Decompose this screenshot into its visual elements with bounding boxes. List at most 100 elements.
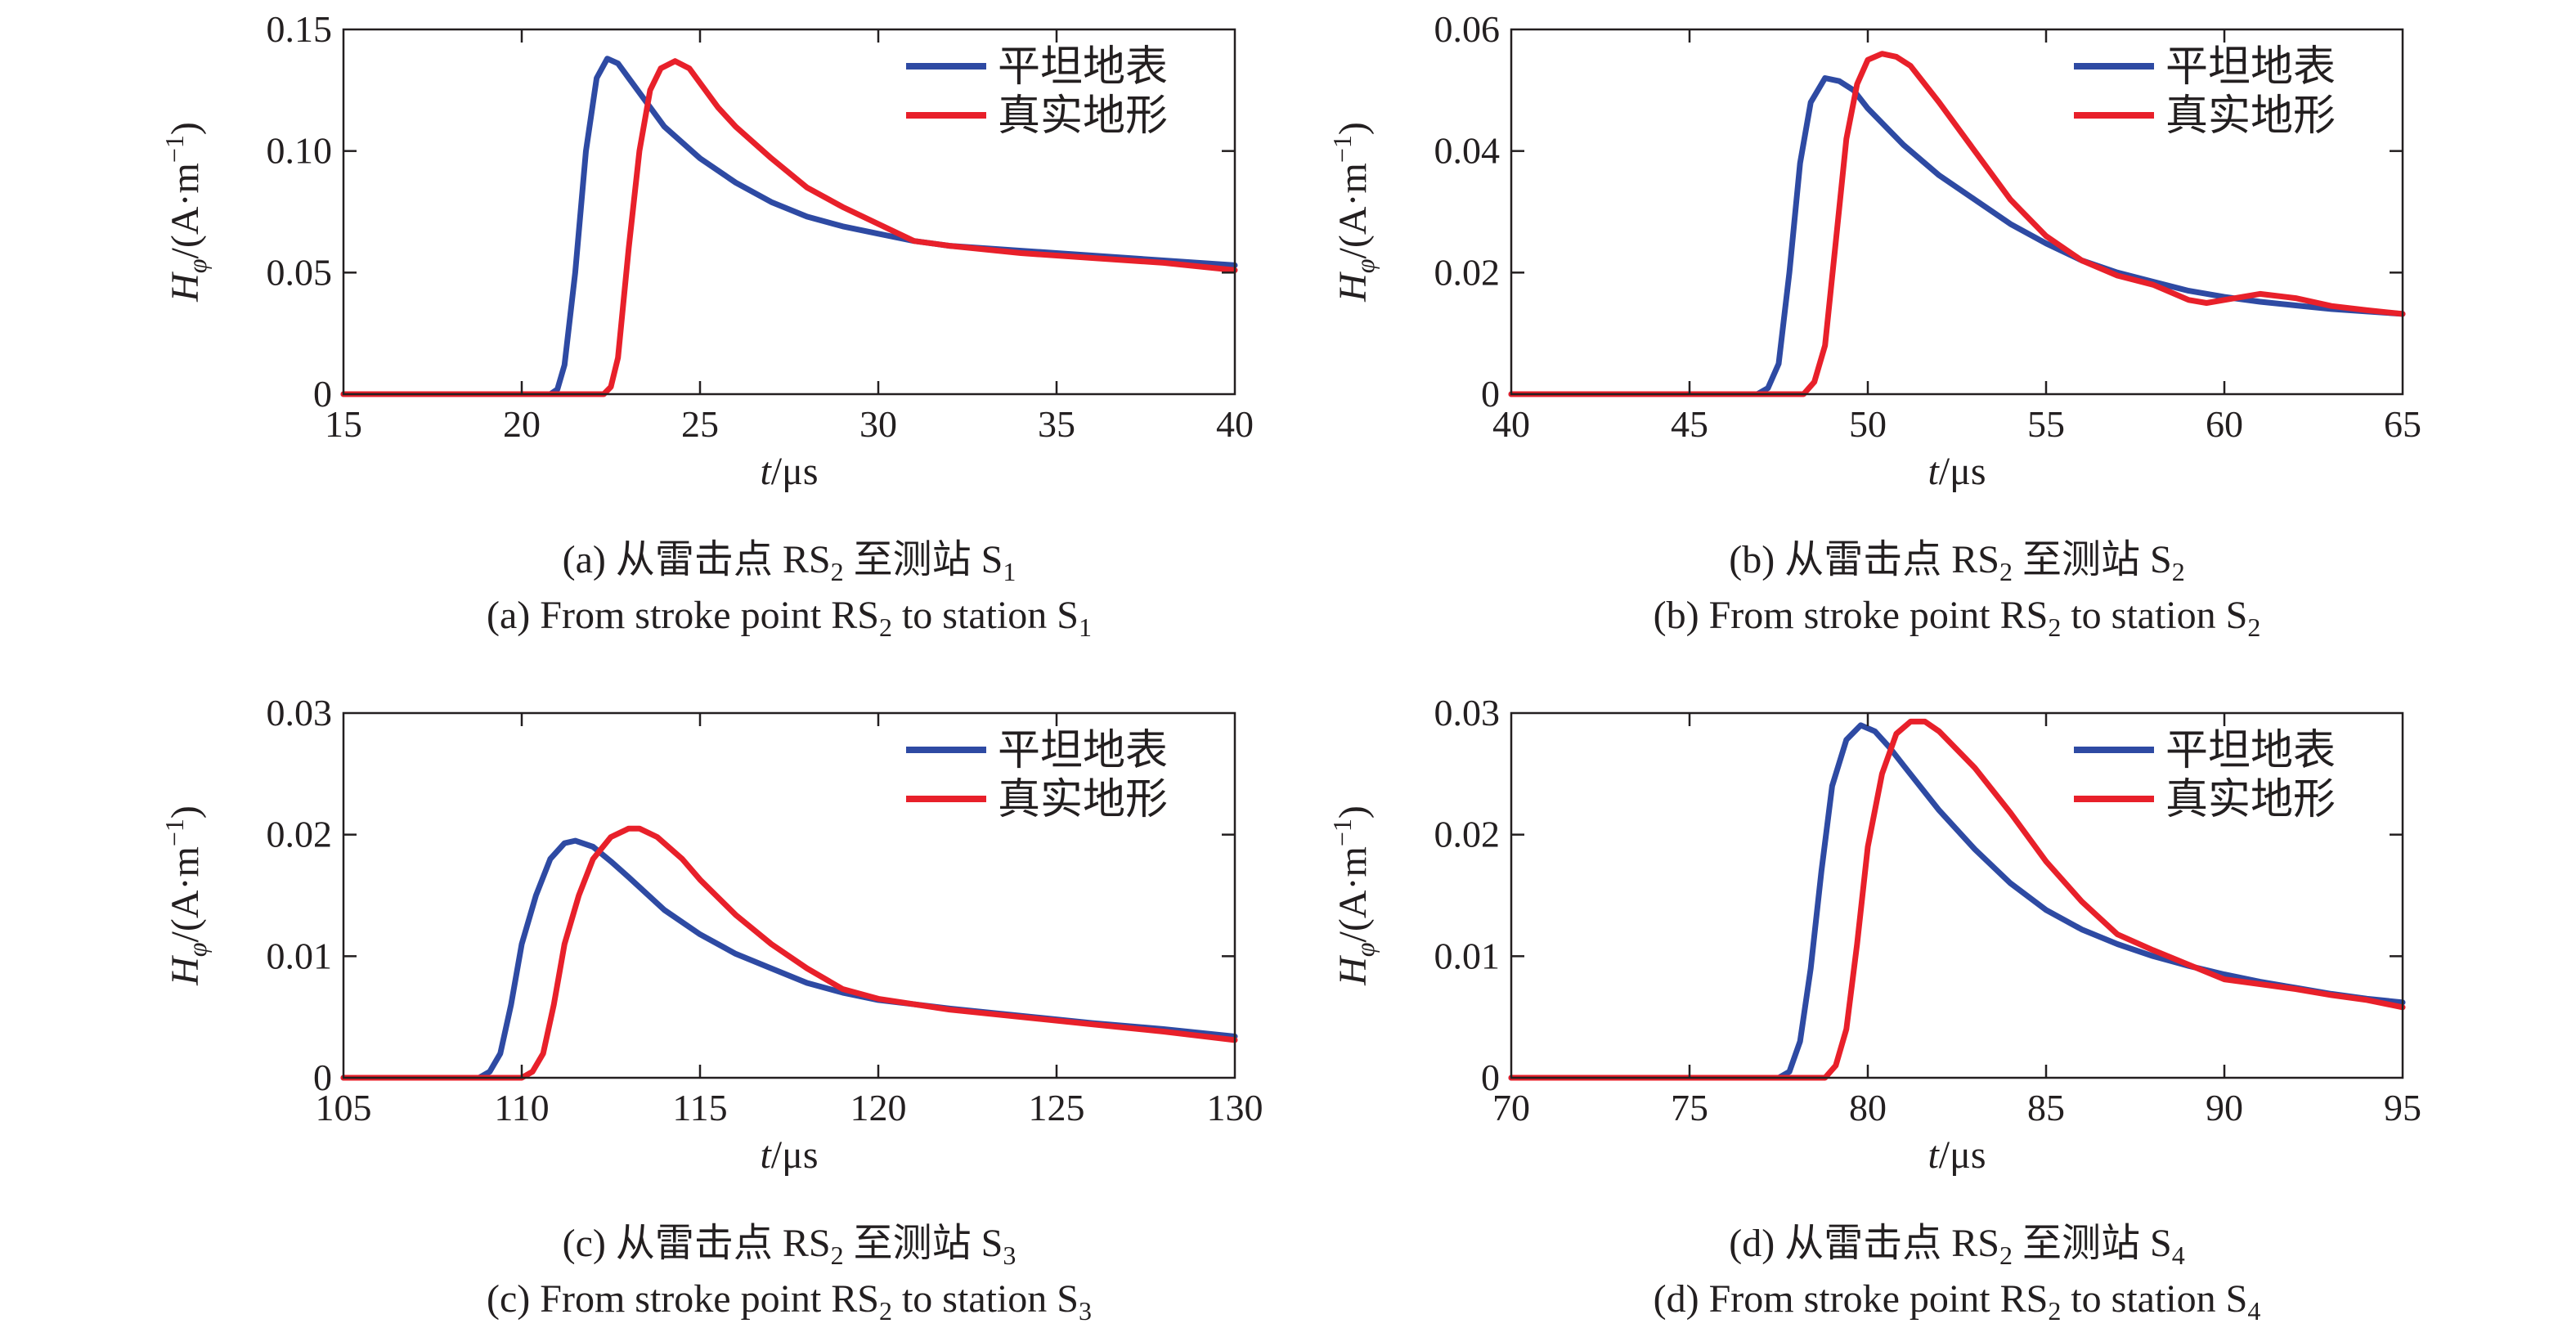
x-tick-label: 50 [1849,403,1887,445]
caption-en: (d) From stroke point RS2 to station S4 [1654,1277,2261,1326]
legend-label-terrain: 真实地形 [2165,775,2336,824]
x-tick-label: 65 [2384,403,2421,445]
y-axis-unit: /(A·m [164,846,207,942]
y-axis-exponent: −1 [1327,135,1357,163]
x-axis-label: t/μs [760,450,818,493]
x-tick-label: 80 [1849,1087,1887,1128]
y-tick-label: 0 [313,373,332,415]
y-tick-label: 0.03 [1434,692,1501,734]
y-axis-exponent: −1 [159,135,189,163]
y-axis-unit: /(A·m [1331,846,1375,942]
y-axis-symbol: H [164,271,207,303]
x-tick-label: 110 [494,1087,549,1128]
y-tick-label: 0.02 [267,814,333,855]
x-axis-symbol: t [760,1133,772,1177]
series-line-terrain [1508,51,2406,397]
caption-en: (c) From stroke point RS2 to station S3 [487,1277,1092,1326]
y-tick-label: 0 [313,1057,332,1098]
x-tick-label: 45 [1671,403,1708,445]
x-axis-label: t/μs [1928,450,1986,493]
x-tick-label: 20 [503,403,541,445]
caption-cn-text: (b) 从雷击点 RS [1729,538,1999,581]
caption-cn-text: (a) 从雷击点 RS [563,538,831,581]
y-tick-label: 0.10 [267,130,333,172]
x-axis-symbol: t [1928,1133,1940,1177]
plot-frame [342,28,1236,396]
legend-label-flat: 平坦地表 [2165,43,2336,92]
y-tick-label: 0.01 [1434,935,1501,976]
caption-cn-text: 至测站 S [2013,538,2172,581]
y-axis-symbol: H [1331,271,1375,303]
caption-en-text: to station S [892,594,1079,637]
y-tick-label: 0.04 [1434,130,1501,172]
chart-panel-2: 40 45 50 55 60 65 0 0.02 0.04 0.06 t/μs Hφ/(A·m−1) 平… [1327,8,2421,642]
y-tick-label: 0.01 [267,935,333,976]
legend-label-terrain: 真实地形 [2165,92,2336,141]
series-line-terrain [340,58,1238,397]
y-axis-close: ) [164,805,207,819]
x-tick-label: 90 [2206,1087,2243,1128]
x-axis-symbol: t [1928,450,1940,493]
y-axis-subscript: φ [182,942,212,957]
x-axis-label: t/μs [1928,1133,1986,1177]
x-tick-label: 25 [681,403,719,445]
chart-panel-1: 15 20 25 30 35 40 0 0.05 0.10 0.15 t/μs Hφ/(A·m−1) 平… [159,8,1254,642]
caption-cn-sub: 2 [2172,557,2185,586]
y-axis-subscript: φ [1350,258,1380,273]
y-axis-unit: /(A·m [1331,163,1375,258]
y-axis-label: Hφ/(A·m−1) [1327,805,1380,986]
x-tick-label: 130 [1207,1087,1263,1128]
y-tick-label: 0.05 [267,251,333,293]
x-axis-unit: /μs [1939,450,1986,493]
caption-cn-sub: 4 [2172,1241,2185,1270]
x-tick-label: 60 [2206,403,2243,445]
plot-frame [342,711,1236,1079]
caption-en-sub: 3 [1079,1296,1092,1326]
y-axis-symbol: H [1331,955,1375,986]
y-axis-exponent: −1 [1327,819,1357,846]
caption-en-text: to station S [2061,1277,2247,1321]
caption-cn: (c) 从雷击点 RS2 至测站 S3 [563,1222,1016,1270]
x-tick-label: 120 [850,1087,907,1128]
chart-panel-3: 105 110 115 120 125 130 0 0.01 0.02 0.03 t/μs Hφ/(A… [159,692,1263,1326]
caption-en-sub: 1 [1079,612,1092,642]
x-axis-unit: /μs [771,1133,819,1177]
caption-en: (a) From stroke point RS2 to station S1 [487,594,1092,642]
y-axis-label: Hφ/(A·m−1) [1327,122,1380,303]
x-tick-label: 105 [316,1087,372,1128]
x-tick-label: 95 [2384,1087,2421,1128]
caption-cn-text: (d) 从雷击点 RS [1729,1222,1999,1265]
caption-en-sub: 2 [879,612,892,642]
y-axis-label: Hφ/(A·m−1) [159,805,212,986]
caption-en-text: to station S [892,1277,1079,1321]
y-axis-subscript: φ [182,258,212,273]
x-tick-label: 70 [1492,1087,1530,1128]
x-tick-label: 40 [1492,403,1530,445]
x-axis-unit: /μs [1939,1133,1986,1177]
caption-cn-sub: 3 [1003,1241,1016,1270]
x-tick-label: 115 [672,1087,727,1128]
x-axis-symbol: t [760,450,772,493]
caption-cn: (a) 从雷击点 RS2 至测站 S1 [563,538,1016,586]
y-tick-label: 0.02 [1434,814,1501,855]
series-line-flat [1508,75,2406,397]
x-tick-label: 75 [1671,1087,1708,1128]
caption-en: (b) From stroke point RS2 to station S2 [1654,594,2261,642]
caption-cn-sub: 2 [1999,1241,2013,1270]
plot-frame [1510,28,2404,396]
caption-en-sub: 4 [2247,1296,2260,1326]
y-axis-symbol: H [164,955,207,986]
y-axis-close: ) [164,122,207,135]
caption-en-text: to station S [2061,594,2247,637]
series-line-terrain [340,825,1238,1081]
x-tick-label: 15 [325,403,362,445]
caption-cn-sub: 2 [1999,557,2013,586]
caption-en-text: (c) From stroke point RS [487,1277,879,1321]
legend-label-flat: 平坦地表 [2165,726,2336,775]
caption-en-sub: 2 [2247,612,2260,642]
caption-en-text: (a) From stroke point RS [487,594,879,637]
y-tick-label: 0 [1481,1057,1500,1098]
